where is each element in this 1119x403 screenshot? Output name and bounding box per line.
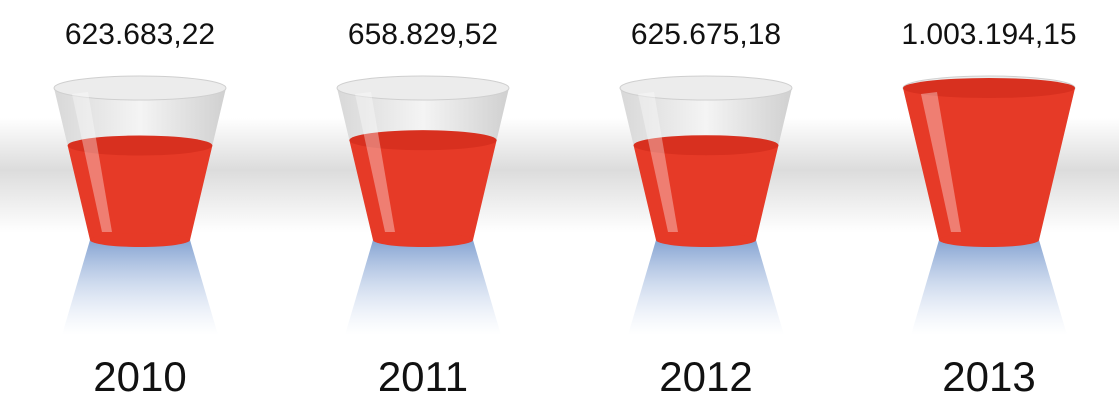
cup-rim <box>336 75 510 101</box>
cup-fill-bottom <box>90 233 190 247</box>
cup-highlight <box>72 92 112 232</box>
cup-fill-top <box>903 78 1075 98</box>
cup-fill <box>67 145 213 240</box>
cup-fill-top <box>349 130 497 151</box>
cup-fill-bottom <box>373 233 473 247</box>
reflection <box>62 240 218 335</box>
reflection <box>911 240 1067 335</box>
cup-rim <box>53 75 227 101</box>
value-label: 625.675,18 <box>631 18 781 51</box>
category-label: 2010 <box>93 353 186 400</box>
cup-fill-top <box>633 135 779 156</box>
reflection <box>628 240 784 335</box>
cup-highlight <box>355 92 395 232</box>
cup-fill-top <box>67 135 213 156</box>
reflection <box>345 240 501 335</box>
category-label: 2012 <box>659 353 752 400</box>
cup-fill <box>349 140 497 240</box>
cup-rim <box>619 75 793 101</box>
value-label: 1.003.194,15 <box>901 18 1076 51</box>
value-label: 623.683,22 <box>65 18 215 51</box>
cup-highlight <box>638 92 678 232</box>
cup-fill-bottom <box>939 233 1039 247</box>
value-label: 658.829,52 <box>348 18 498 51</box>
category-label: 2011 <box>378 353 468 400</box>
category-label: 2013 <box>942 353 1035 400</box>
cup-fill-bottom <box>656 233 756 247</box>
cup-fill <box>903 88 1075 240</box>
cup-highlight <box>921 92 961 232</box>
cup-fill <box>633 145 779 240</box>
